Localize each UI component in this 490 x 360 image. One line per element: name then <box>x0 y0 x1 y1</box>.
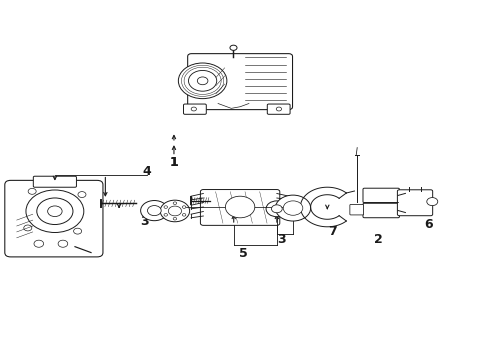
Circle shape <box>191 107 196 111</box>
FancyBboxPatch shape <box>350 204 364 215</box>
Text: 7: 7 <box>328 225 337 238</box>
FancyBboxPatch shape <box>363 203 399 218</box>
Circle shape <box>266 201 288 217</box>
Circle shape <box>283 201 303 215</box>
Circle shape <box>141 201 168 221</box>
Circle shape <box>189 71 217 91</box>
FancyBboxPatch shape <box>200 189 280 225</box>
Text: 5: 5 <box>239 247 248 260</box>
FancyBboxPatch shape <box>183 104 206 114</box>
FancyBboxPatch shape <box>397 190 433 216</box>
Circle shape <box>164 213 168 216</box>
Circle shape <box>276 107 282 111</box>
Circle shape <box>28 188 36 194</box>
Circle shape <box>78 192 86 198</box>
Circle shape <box>427 198 438 206</box>
Circle shape <box>178 63 227 99</box>
Circle shape <box>26 190 84 233</box>
Circle shape <box>147 206 161 216</box>
FancyBboxPatch shape <box>5 180 103 257</box>
Circle shape <box>48 206 62 217</box>
Circle shape <box>58 240 68 247</box>
Circle shape <box>164 206 168 208</box>
Circle shape <box>182 206 186 208</box>
Circle shape <box>169 206 181 216</box>
Circle shape <box>271 205 282 213</box>
Circle shape <box>74 228 82 234</box>
Text: 3: 3 <box>140 215 149 228</box>
Circle shape <box>182 213 186 216</box>
Text: 2: 2 <box>374 233 383 246</box>
Text: 6: 6 <box>424 218 433 231</box>
Circle shape <box>173 202 177 204</box>
Circle shape <box>34 240 44 247</box>
Circle shape <box>173 217 177 220</box>
FancyBboxPatch shape <box>363 188 399 203</box>
Circle shape <box>197 77 208 85</box>
Circle shape <box>37 198 73 225</box>
Text: 4: 4 <box>143 165 151 177</box>
FancyBboxPatch shape <box>268 104 290 114</box>
Circle shape <box>24 225 32 231</box>
FancyBboxPatch shape <box>188 54 293 110</box>
Text: 3: 3 <box>277 233 286 246</box>
Circle shape <box>160 200 190 222</box>
Circle shape <box>275 195 311 221</box>
FancyBboxPatch shape <box>33 176 76 187</box>
Circle shape <box>225 196 255 218</box>
Text: 1: 1 <box>170 156 178 169</box>
Circle shape <box>230 45 237 50</box>
Text: 1: 1 <box>170 156 178 169</box>
